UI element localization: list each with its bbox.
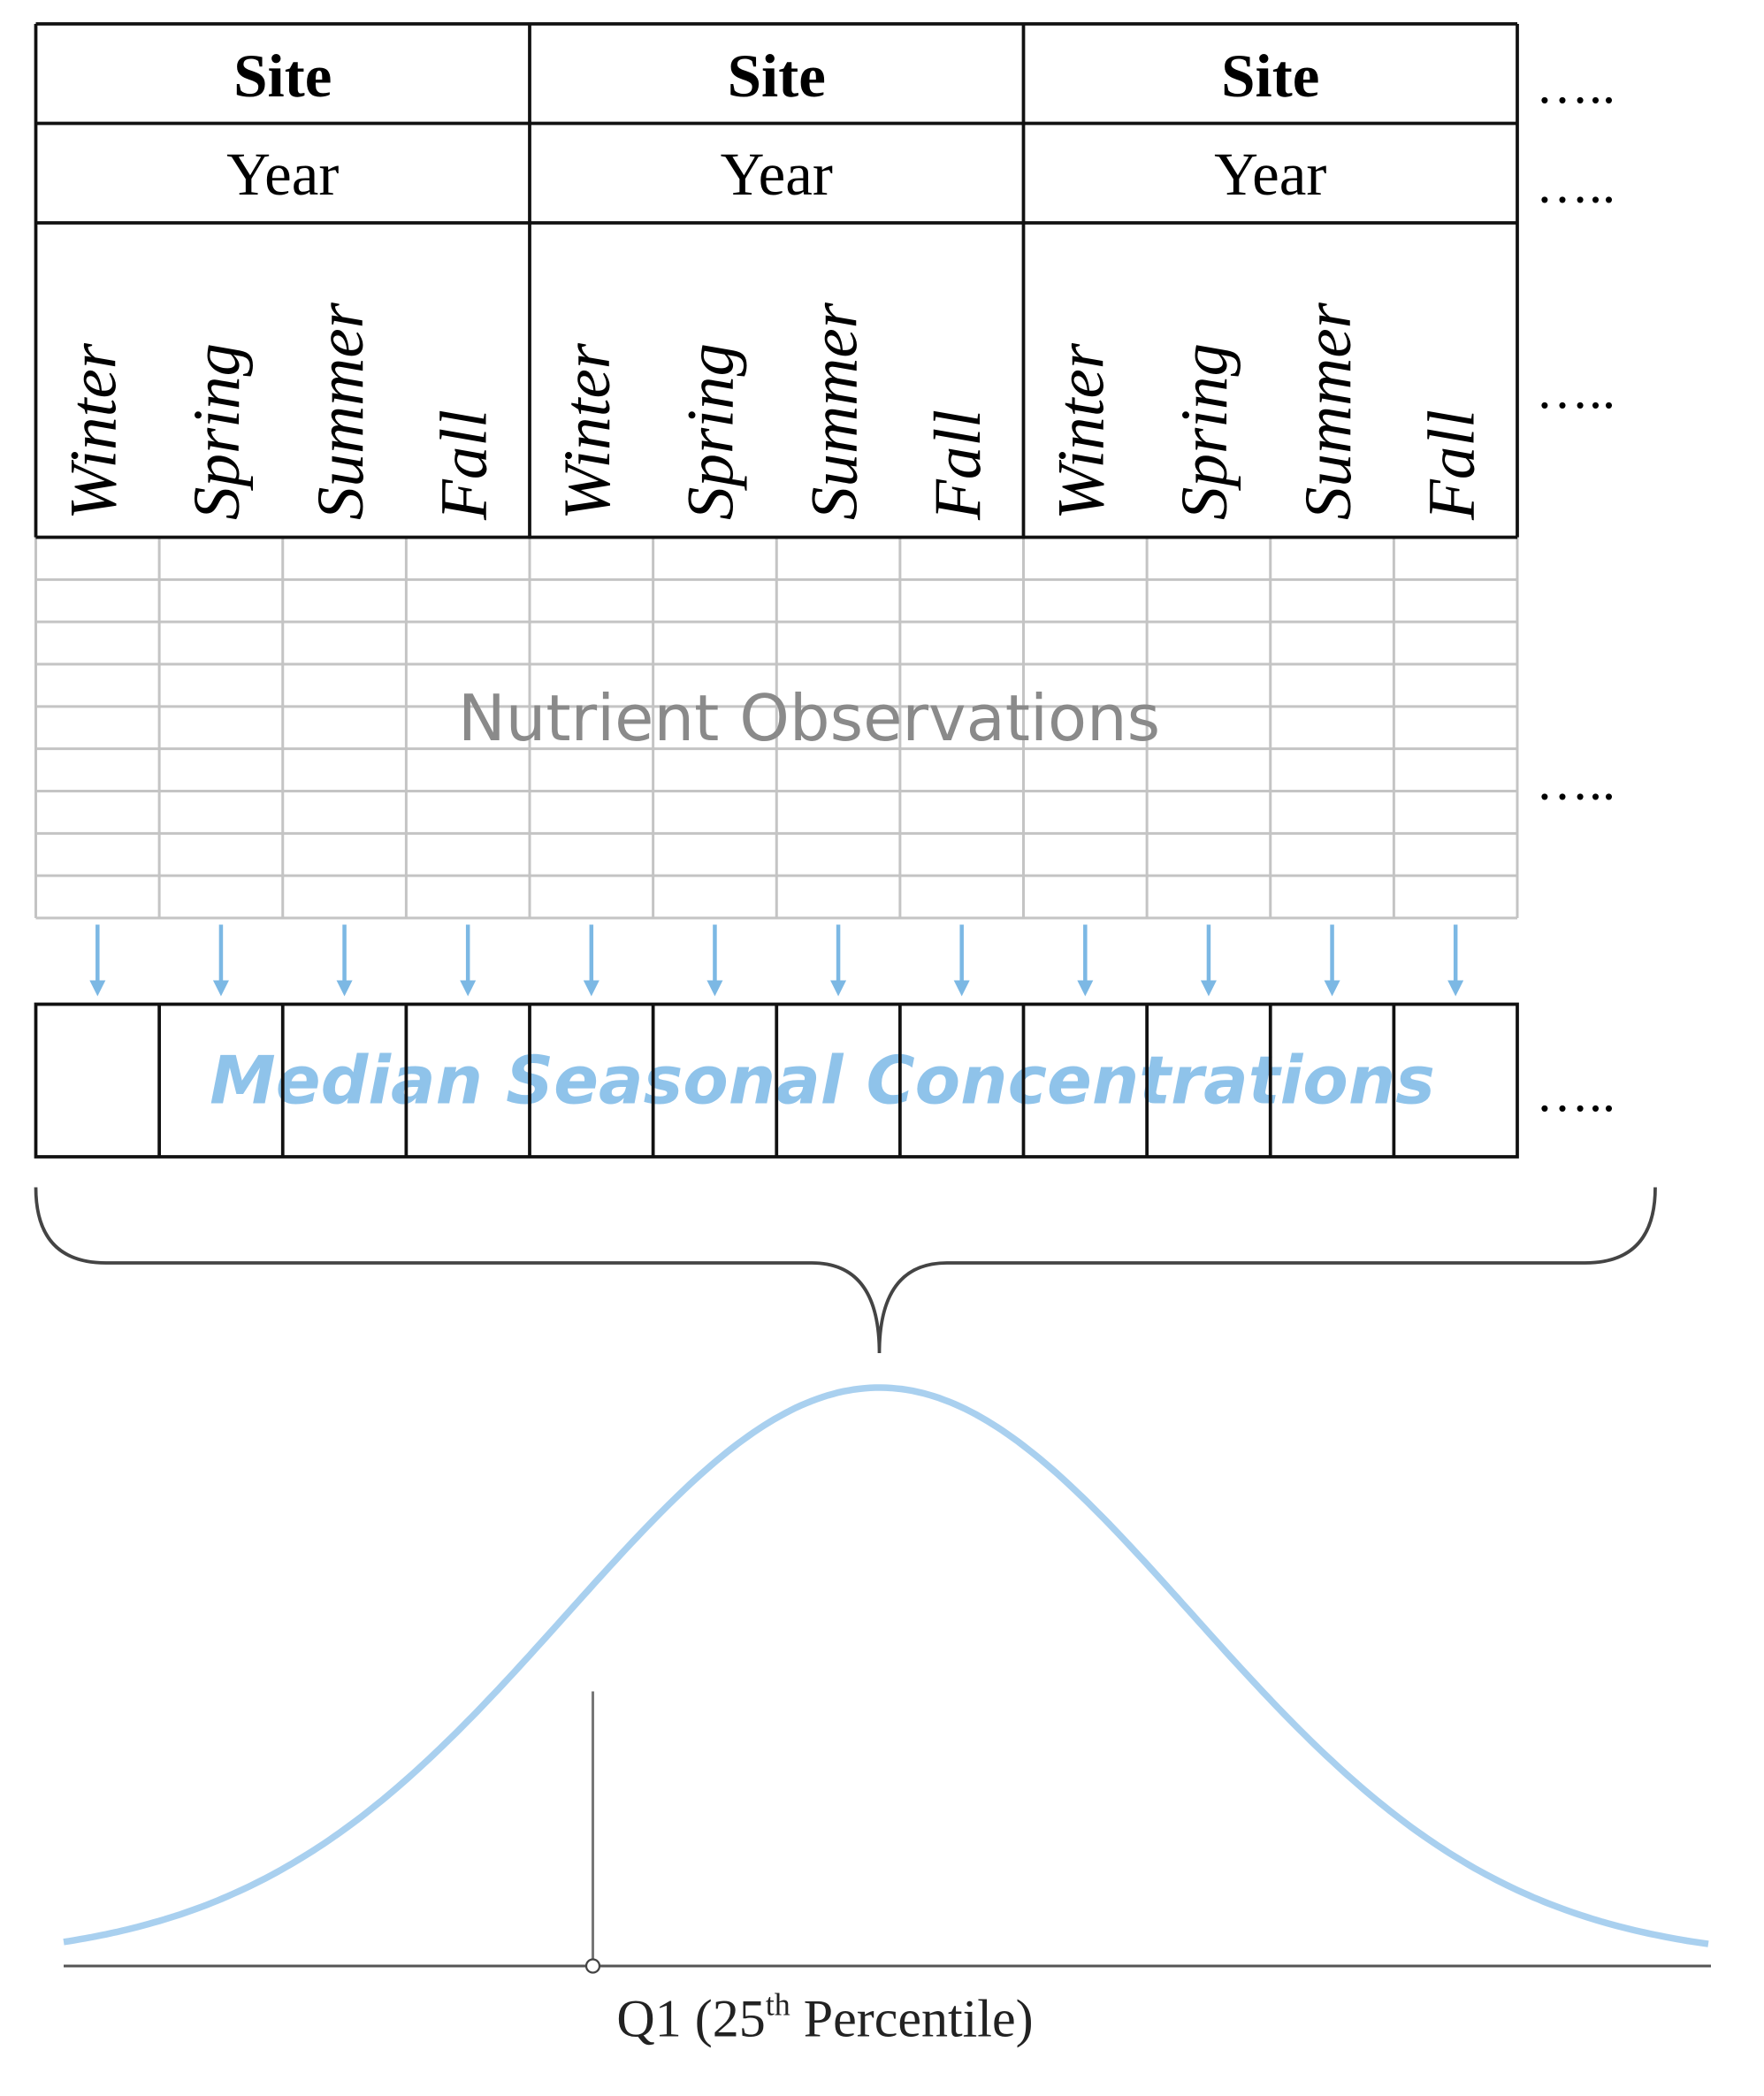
site-label: Site: [728, 42, 826, 110]
season-label: Fall: [427, 409, 500, 521]
year-label: Year: [721, 141, 833, 208]
q1-label: Q1 (25th Percentile): [616, 1987, 1033, 2048]
season-label: Winter: [551, 342, 624, 520]
q1-point: [584, 1958, 601, 1974]
season-label: Fall: [1415, 409, 1488, 521]
season-label: Spring: [180, 343, 254, 520]
season-label: Fall: [921, 409, 995, 521]
season-label: Summer: [1292, 302, 1365, 520]
site-label: Site: [1221, 42, 1319, 110]
q1-sup: th: [766, 1987, 790, 2023]
site-label: Site: [233, 42, 332, 110]
season-label: Summer: [304, 302, 378, 520]
q1-rest: Percentile): [790, 1990, 1034, 2048]
season-label: Spring: [675, 343, 748, 520]
ellipsis: …..: [1536, 361, 1615, 419]
season-label: Spring: [1168, 343, 1241, 520]
year-label: Year: [1214, 141, 1326, 208]
ellipsis: …..: [1536, 56, 1615, 114]
season-label: Winter: [57, 342, 131, 520]
year-label: Year: [226, 141, 339, 208]
ellipsis: …..: [1536, 155, 1615, 213]
ellipsis: …..: [1536, 752, 1615, 810]
brace: [34, 1187, 1657, 1354]
q1-main: Q1 (25: [616, 1990, 765, 2048]
ellipsis: …..: [1536, 1064, 1615, 1122]
season-label: Winter: [1045, 342, 1119, 520]
bell-curve: [63, 1384, 1709, 1947]
median-label: Median Seasonal Concentrations: [210, 1042, 1435, 1120]
observations-label: Nutrient Observations: [458, 681, 1160, 755]
season-label: Summer: [798, 302, 871, 520]
